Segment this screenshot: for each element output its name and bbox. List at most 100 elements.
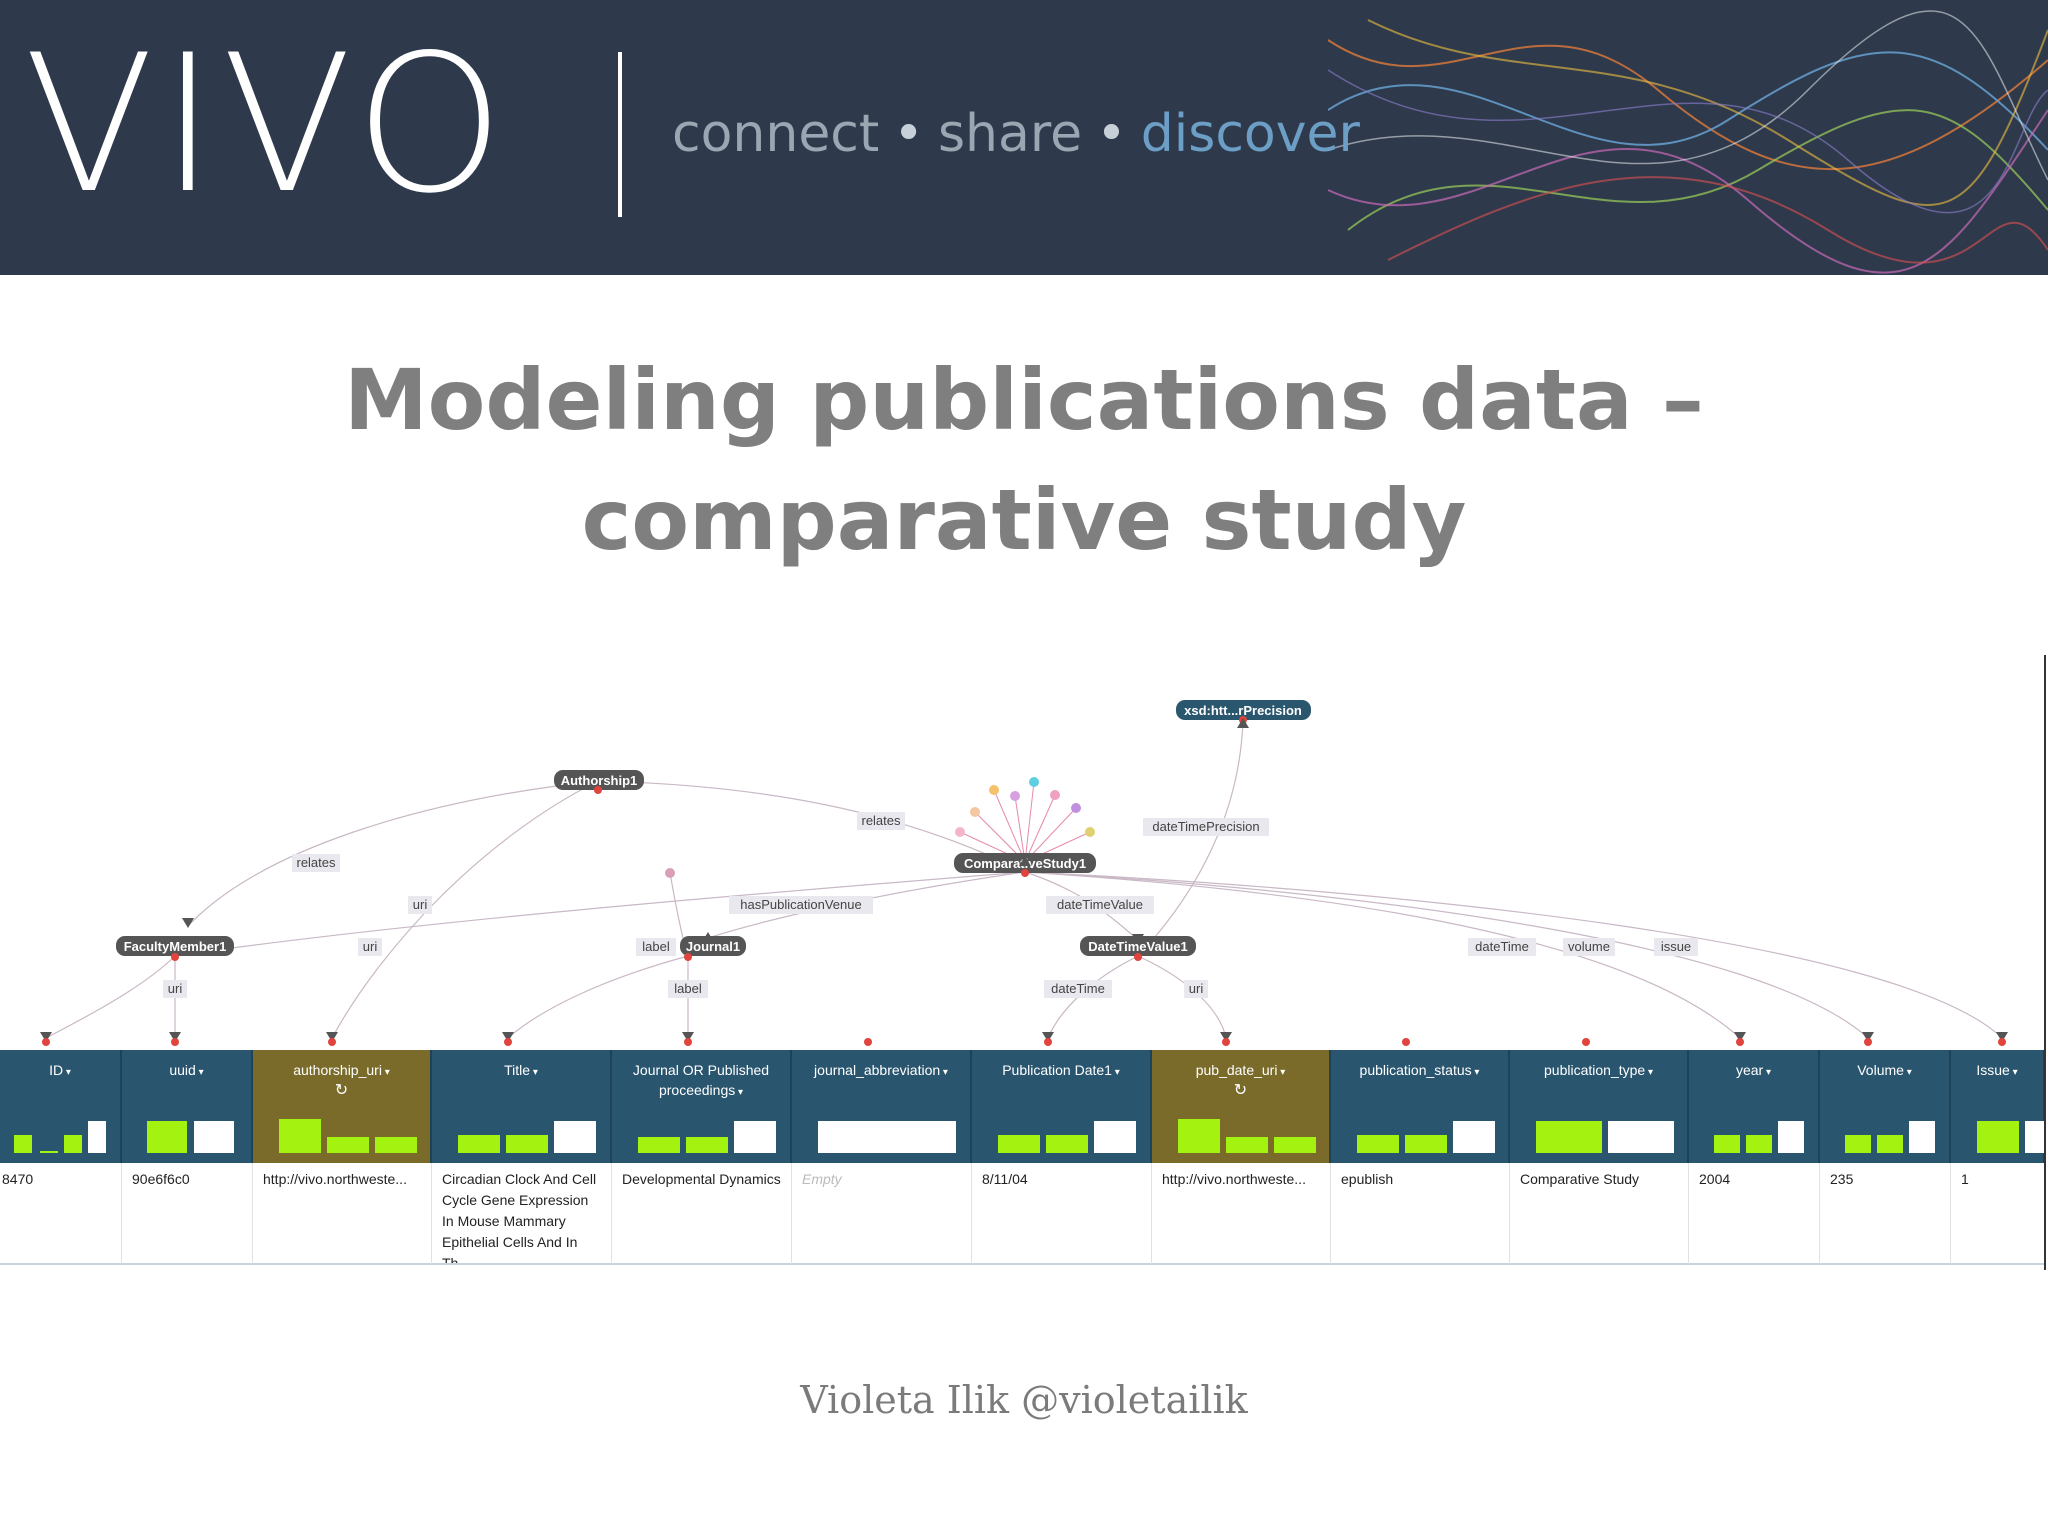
column-header-uuid[interactable]: uuid — [122, 1050, 253, 1163]
table-cell-publication-date[interactable]: 8/11/04 — [972, 1163, 1152, 1265]
histogram — [0, 1103, 120, 1153]
column-header-publication-date[interactable]: Publication Date1 — [972, 1050, 1152, 1163]
author-credit: Violeta Ilik @violetailik — [800, 1378, 1248, 1422]
edge-label-volume: volume — [1568, 939, 1610, 954]
edge-label-relates: relates — [296, 855, 336, 870]
node-authorship-bg — [554, 770, 644, 790]
vivo-banner: VIVO connect • share • discover — [0, 0, 2048, 275]
edge-label-label: label — [674, 981, 702, 996]
edge-datetimeprecision — [1137, 719, 1244, 957]
edge-uri-comparative — [174, 871, 1026, 957]
histogram — [1331, 1103, 1508, 1153]
decorative-waves — [1328, 10, 2048, 274]
edge-label-datetimevalue: dateTimeValue — [1057, 897, 1143, 912]
arrowheads — [40, 718, 2008, 1042]
histogram — [432, 1103, 610, 1153]
histogram — [1820, 1103, 1949, 1153]
edge-labels: relates relates uri uri uri hasPublicati… — [163, 812, 1698, 998]
refresh-icon[interactable]: ↻ — [1233, 1082, 1248, 1099]
node-xsd-bg — [1176, 700, 1311, 720]
column-header-label: Volume — [1820, 1060, 1949, 1083]
column-header-issue[interactable]: Issue — [1951, 1050, 2045, 1163]
edge-year — [1024, 871, 1741, 1039]
rdf-graph: relates relates uri uri uri hasPublicati… — [40, 700, 2008, 1046]
table-cell-publication-type[interactable]: Comparative Study — [1510, 1163, 1689, 1265]
table-cell-journal-abbreviation[interactable]: Empty — [792, 1163, 972, 1265]
edge-label-datetimeprecision: dateTimePrecision — [1152, 819, 1259, 834]
table-cell-title[interactable]: Circadian Clock And Cell Cycle Gene Expr… — [432, 1163, 612, 1265]
column-header-label: publication_status — [1331, 1060, 1508, 1083]
node-anchor-dots — [171, 716, 1247, 961]
column-header-label: Title — [432, 1060, 610, 1083]
edge-label-label: label — [642, 939, 670, 954]
column-header-pub-date-uri[interactable]: pub_date_uri ↻ — [1152, 1050, 1331, 1163]
column-header-journal[interactable]: Journal OR Published proceedings — [612, 1050, 792, 1163]
table-cell-id[interactable]: 8470 — [0, 1163, 122, 1265]
histogram — [972, 1103, 1150, 1153]
table-cell-journal[interactable]: Developmental Dynamics — [612, 1163, 792, 1265]
edge-label-relates: relates — [861, 813, 901, 828]
edge-uri-authorship — [331, 780, 599, 1039]
edge-relates-comparative — [597, 780, 1026, 873]
column-header-label: journal_abbreviation — [792, 1060, 970, 1083]
edge-label-uri: uri — [413, 897, 428, 912]
column-header-year[interactable]: year — [1689, 1050, 1820, 1163]
edge-label-venue: hasPublicationVenue — [740, 897, 861, 912]
table-cell-volume[interactable]: 235 — [1820, 1163, 1951, 1265]
column-dots — [42, 1038, 2006, 1046]
edge-label-issue: issue — [1661, 939, 1691, 954]
edge-issue — [1024, 871, 2003, 1039]
column-header-publication-type[interactable]: publication_type — [1510, 1050, 1689, 1163]
column-header-authorship-uri[interactable]: authorship_uri ↻ — [253, 1050, 432, 1163]
graph-nodes: xsd:htt...rPrecision Authorship1 Compara… — [116, 700, 1311, 956]
viewport-edge — [2044, 655, 2046, 1270]
tagline: connect • share • discover — [672, 104, 1360, 164]
tagline-connect: connect — [672, 104, 880, 164]
column-header-id[interactable]: ID — [0, 1050, 122, 1163]
column-header-volume[interactable]: Volume — [1820, 1050, 1951, 1163]
histogram — [612, 1103, 790, 1153]
column-header-label: year — [1689, 1060, 1818, 1083]
tagline-discover: discover — [1140, 104, 1360, 164]
table-cell-year[interactable]: 2004 — [1689, 1163, 1820, 1265]
tagline-separator: • — [893, 104, 924, 164]
node-datetimevalue[interactable]: DateTimeValue1 — [1088, 939, 1187, 954]
column-header-title[interactable]: Title — [432, 1050, 612, 1163]
comparative-fan-dots — [665, 777, 1095, 878]
comparative-fan — [959, 781, 1091, 863]
tagline-separator: • — [1096, 104, 1127, 164]
node-faculty[interactable]: FacultyMember1 — [124, 939, 227, 954]
vivo-logo: VIVO — [24, 14, 511, 235]
node-authorship[interactable]: Authorship1 — [561, 773, 638, 788]
graph-edges — [45, 719, 2003, 1039]
histogram — [1689, 1103, 1818, 1153]
table-cell-issue[interactable]: 1 — [1951, 1163, 2045, 1265]
refresh-icon[interactable]: ↻ — [334, 1082, 349, 1099]
node-faculty-bg — [116, 936, 234, 956]
column-header-label: publication_type — [1510, 1060, 1687, 1083]
column-header-label: Publication Date1 — [972, 1060, 1150, 1083]
column-header-label: Journal OR Published proceedings — [612, 1060, 790, 1103]
column-header-label: uuid — [122, 1060, 251, 1083]
logo-divider — [618, 52, 622, 217]
column-header-publication-status[interactable]: publication_status — [1331, 1050, 1510, 1163]
table-cell-uuid[interactable]: 90e6f6c0 — [122, 1163, 253, 1265]
histogram — [122, 1103, 251, 1153]
edge-label-uri: uri — [168, 981, 183, 996]
histogram — [792, 1103, 970, 1153]
column-header-label: pub_date_uri — [1152, 1060, 1329, 1083]
edge-label-datetime: dateTime — [1475, 939, 1529, 954]
edge-relates-faculty — [187, 780, 599, 927]
column-header-journal-abbreviation[interactable]: journal_abbreviation — [792, 1050, 972, 1163]
edge-label-title — [507, 955, 689, 1039]
data-table: ID uuid authorship_uri ↻ Title Journal O… — [0, 1050, 2048, 1268]
histogram — [1951, 1103, 2045, 1153]
edge-label-datetime: dateTime — [1051, 981, 1105, 996]
node-xsd[interactable]: xsd:htt...rPrecision — [1184, 703, 1302, 718]
table-cell-publication-status[interactable]: epublish — [1331, 1163, 1510, 1265]
node-journal-bg — [680, 936, 746, 956]
table-cell-pub-date-uri[interactable]: http://vivo.northweste... — [1152, 1163, 1331, 1265]
histogram — [1510, 1103, 1687, 1153]
node-journal[interactable]: Journal1 — [686, 939, 740, 954]
table-cell-authorship-uri[interactable]: http://vivo.northweste... — [253, 1163, 432, 1265]
